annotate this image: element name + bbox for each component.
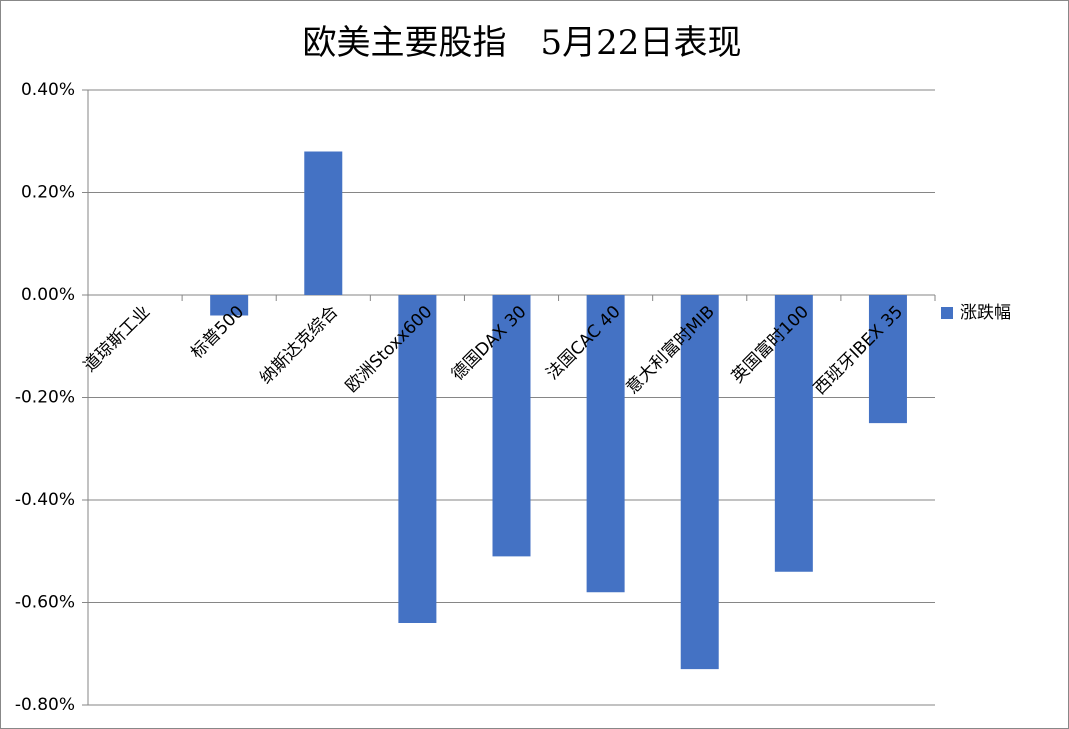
y-tick-label: 0.20%	[21, 183, 75, 203]
bar	[304, 151, 343, 295]
bar	[774, 295, 813, 572]
bar	[398, 295, 437, 623]
y-tick-label: 0.40%	[21, 80, 75, 100]
chart-title: 欧美主要股指 5月22日表现	[303, 23, 742, 63]
bar	[586, 295, 625, 593]
bar	[492, 295, 531, 557]
y-tick-label: -0.80%	[15, 695, 75, 715]
bar	[868, 295, 907, 424]
bar	[210, 295, 249, 316]
legend-label: 涨跌幅	[960, 303, 1011, 323]
y-tick-label: -0.60%	[15, 593, 75, 613]
y-tick-label: -0.20%	[15, 388, 75, 408]
y-tick-label: -0.40%	[15, 490, 75, 510]
bar	[680, 295, 719, 670]
legend-swatch	[941, 307, 953, 319]
y-tick-label: 0.00%	[21, 285, 75, 305]
